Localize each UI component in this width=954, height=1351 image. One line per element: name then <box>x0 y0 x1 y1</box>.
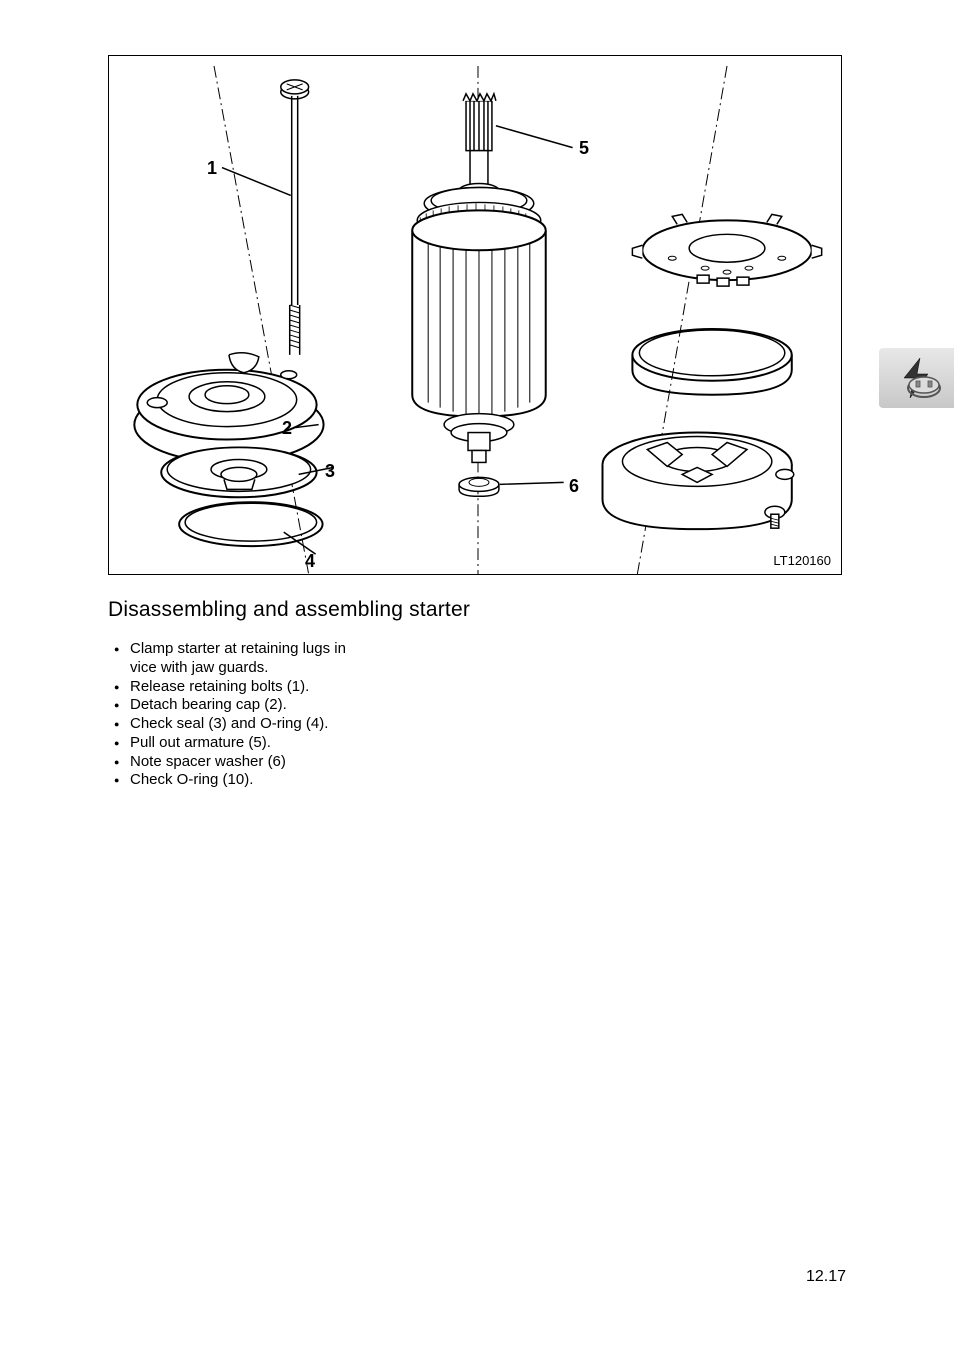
list-item: Release retaining bolts (1). <box>108 678 346 697</box>
instruction-list: Clamp starter at retaining lugs in vice … <box>108 640 346 790</box>
instruction-text: Detach bearing cap (2). <box>130 696 287 713</box>
list-item: Check seal (3) and O-ring (4). <box>108 715 346 734</box>
callout-5: 5 <box>579 138 589 159</box>
callout-2: 2 <box>282 418 292 439</box>
callout-4: 4 <box>305 551 315 572</box>
exploded-diagram <box>109 56 841 574</box>
callout-3: 3 <box>325 461 335 482</box>
instruction-text-continued: vice with jaw guards. <box>130 659 346 678</box>
electrical-icon <box>892 356 942 401</box>
list-item: Note spacer washer (6) <box>108 753 346 772</box>
instruction-text: Clamp starter at retaining lugs in <box>130 640 346 657</box>
callout-6: 6 <box>569 476 579 497</box>
instruction-text: Note spacer washer (6) <box>130 753 286 770</box>
callout-1: 1 <box>207 158 217 179</box>
list-item: Pull out armature (5). <box>108 734 346 753</box>
instruction-text: Check seal (3) and O-ring (4). <box>130 715 328 732</box>
section-heading: Disassembling and assembling starter <box>108 598 470 622</box>
figure-reference: LT120160 <box>773 553 831 568</box>
section-tab-electrical <box>879 348 954 408</box>
list-item: Check O-ring (10). <box>108 771 346 790</box>
instruction-text: Check O-ring (10). <box>130 771 253 788</box>
page-number: 12.17 <box>806 1268 846 1286</box>
list-item: Detach bearing cap (2). <box>108 696 346 715</box>
instruction-text: Pull out armature (5). <box>130 734 271 751</box>
instruction-text: Release retaining bolts (1). <box>130 678 309 695</box>
list-item: Clamp starter at retaining lugs in vice … <box>108 640 346 678</box>
diagram-frame: 1 2 3 4 5 6 LT120160 <box>108 55 842 575</box>
page-container: 1 2 3 4 5 6 LT120160 Disassembling and a… <box>0 0 954 1351</box>
